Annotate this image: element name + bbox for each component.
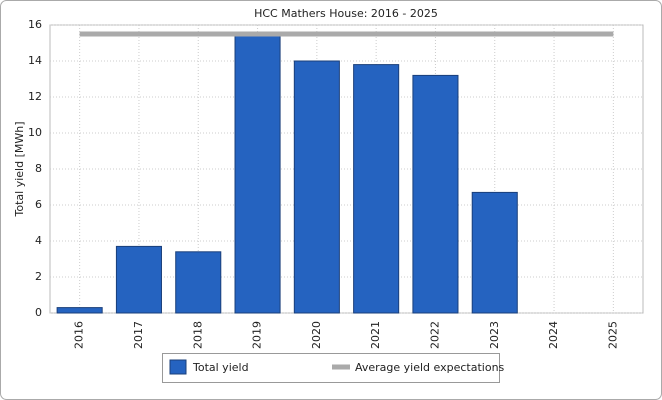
- bar: [293, 60, 340, 314]
- x-tick-label: 2019: [251, 321, 264, 349]
- legend-swatch: [169, 359, 187, 375]
- x-tick-label: 2022: [428, 321, 441, 349]
- bar: [471, 191, 518, 314]
- y-tick-label: 14: [28, 54, 42, 67]
- y-tick-label: 2: [35, 270, 42, 283]
- x-tick-label: 2023: [488, 321, 501, 349]
- x-tick-label: 2016: [73, 321, 86, 349]
- x-tick-label: 2024: [547, 321, 560, 349]
- bar: [353, 64, 400, 314]
- y-axis-label: Total yield [MWh]: [13, 122, 26, 218]
- bar: [412, 74, 459, 314]
- bar: [115, 245, 162, 314]
- y-tick-label: 4: [35, 234, 42, 247]
- y-tick-label: 0: [35, 306, 42, 319]
- y-tick-label: 8: [35, 162, 42, 175]
- bar: [175, 251, 222, 314]
- bar: [234, 35, 281, 314]
- x-tick-label: 2017: [132, 321, 145, 349]
- y-tick-label: 12: [28, 90, 42, 103]
- y-tick-label: 6: [35, 198, 42, 211]
- y-tick-label: 10: [28, 126, 42, 139]
- legend-label: Average yield expectations: [355, 361, 505, 374]
- x-tick-label: 2021: [369, 321, 382, 349]
- bar: [56, 307, 103, 314]
- x-tick-label: 2020: [310, 321, 323, 349]
- legend: [162, 353, 500, 383]
- x-tick-label: 2018: [191, 321, 204, 349]
- y-tick-label: 16: [28, 18, 42, 31]
- x-tick-label: 2025: [606, 321, 619, 349]
- chart-title: HCC Mathers House: 2016 - 2025: [254, 7, 438, 20]
- legend-label: Total yield: [192, 361, 249, 374]
